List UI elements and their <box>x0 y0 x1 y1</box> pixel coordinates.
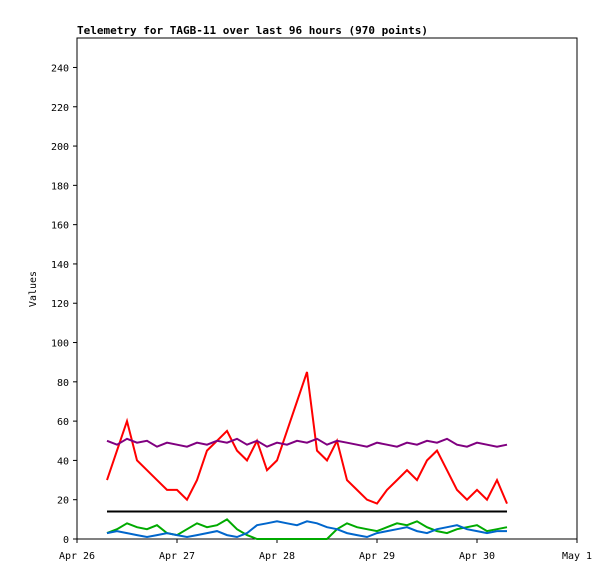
y-axis-label: Values <box>28 271 39 307</box>
y-tick-label: 180 <box>51 181 69 192</box>
chart-title: Telemetry for TAGB-11 over last 96 hours… <box>77 24 428 37</box>
series-line <box>106 371 508 505</box>
series-line <box>106 437 508 448</box>
plot-frame <box>76 37 578 540</box>
y-tick-label: 80 <box>57 378 69 389</box>
y-tick-label: 40 <box>57 456 69 467</box>
series-line <box>106 520 507 539</box>
x-tick-label: Apr 29 <box>359 551 395 562</box>
y-tick-label: 100 <box>51 339 69 350</box>
x-tick-label: Apr 27 <box>159 551 195 562</box>
y-tick-label: 20 <box>57 496 69 507</box>
y-tick-label: 200 <box>51 142 69 153</box>
x-tick-label: Apr 30 <box>459 551 495 562</box>
y-tick-label: 160 <box>51 221 69 232</box>
y-tick-label: 120 <box>51 299 69 310</box>
y-tick-label: 220 <box>51 103 69 114</box>
y-tick-label: 240 <box>51 63 69 74</box>
y-tick-label: 140 <box>51 260 69 271</box>
y-tick-label: 0 <box>63 535 69 546</box>
x-tick-label: Apr 26 <box>59 551 95 562</box>
x-tick-label: May 1 <box>562 551 592 562</box>
y-tick-label: 60 <box>57 417 69 428</box>
x-tick-label: Apr 28 <box>259 551 295 562</box>
